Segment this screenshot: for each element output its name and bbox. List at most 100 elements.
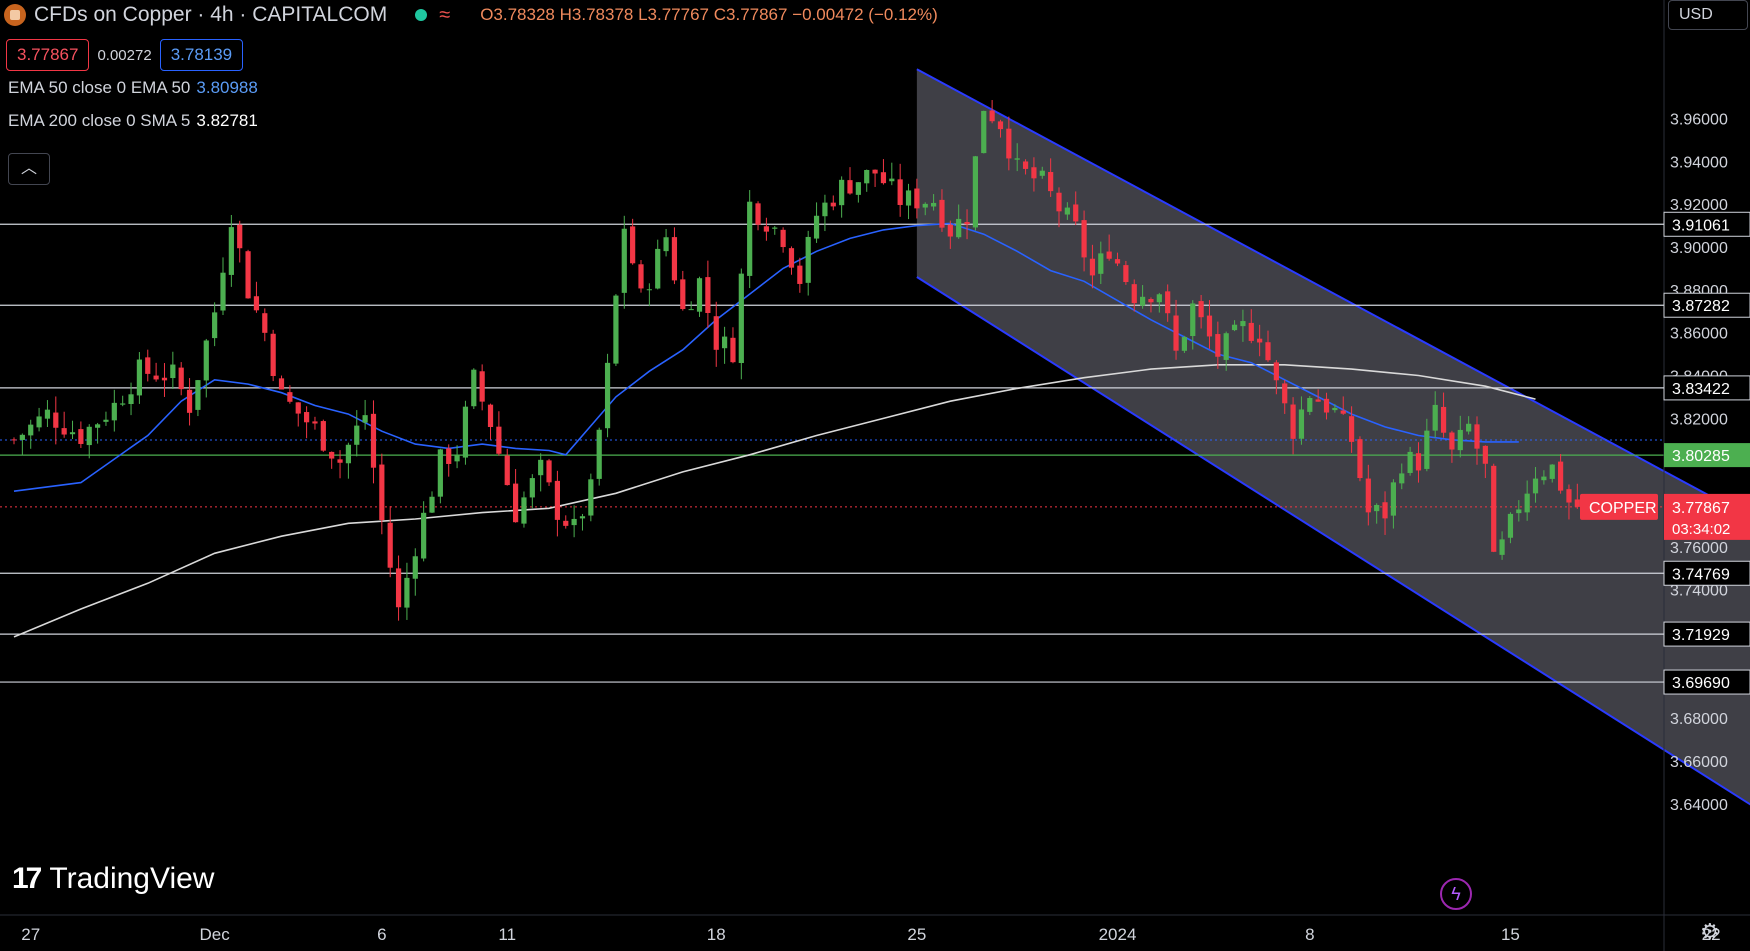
candle-body: [1566, 489, 1572, 503]
green-level-tag-box: [1664, 443, 1750, 468]
candle-body: [1541, 476, 1547, 481]
collapse-legend-button[interactable]: ︿: [8, 153, 50, 185]
candle-body: [855, 182, 861, 195]
candle-body: [554, 480, 560, 520]
candle-body: [755, 203, 761, 225]
candle-body: [1056, 192, 1062, 212]
candle-body: [479, 371, 485, 402]
candle-body: [1432, 404, 1438, 431]
candle-body: [421, 512, 427, 559]
channel-upper-line[interactable]: [916, 68, 1750, 519]
spread-value: 0.00272: [97, 46, 152, 64]
candle-body: [28, 424, 34, 436]
candle-body: [513, 483, 519, 523]
level-tag-label-4: 3.71929: [1672, 627, 1730, 644]
descending-channel[interactable]: [916, 68, 1750, 806]
candle-body: [1482, 445, 1488, 464]
time-axis[interactable]: 27 Dec 6 11 18 25 2024 8 15 22: [21, 925, 1720, 944]
indicator-ema200-label: EMA 200 close 0 SMA 5: [8, 111, 191, 130]
candle-body: [1190, 303, 1196, 337]
indicator-ema50-label: EMA 50 close 0 EMA 50: [8, 78, 191, 97]
x-tick-label-1: Dec: [200, 925, 231, 944]
channel-lower-line[interactable]: [916, 276, 1750, 806]
tradingview-logo: 17 TradingView: [12, 862, 214, 896]
candle-body: [454, 455, 460, 462]
candle-body: [1165, 291, 1171, 314]
candle-body: [1574, 499, 1580, 507]
candle-body: [1181, 337, 1187, 351]
candle-body: [688, 309, 694, 311]
candle-body: [872, 169, 878, 174]
horizontal-levels[interactable]: [0, 223, 1664, 683]
y-tick-label-1: 3.94000: [1670, 154, 1728, 171]
candle-body: [370, 413, 377, 468]
gear-icon[interactable]: ⚙: [1700, 919, 1720, 944]
candle-body: [53, 412, 59, 428]
candle-body: [1014, 158, 1020, 160]
candle-body: [563, 520, 569, 526]
price-axis[interactable]: 3.960003.940003.920003.900003.880003.860…: [1670, 111, 1728, 813]
candle-body: [278, 378, 285, 390]
candle-body: [262, 313, 268, 333]
candle-body: [161, 377, 168, 381]
close-value: C3.77867: [713, 5, 788, 24]
candle-body: [1307, 397, 1313, 412]
candle-body: [788, 248, 795, 268]
high-value: H3.78378: [559, 5, 634, 24]
candle-body: [1315, 399, 1321, 402]
candle-body: [571, 518, 577, 526]
x-tick-label-4: 18: [707, 925, 726, 944]
candle-body: [103, 419, 109, 422]
candle-body: [44, 409, 51, 419]
lightning-icon[interactable]: ϟ: [1440, 878, 1472, 910]
candle-body: [212, 312, 218, 339]
candle-body: [1332, 407, 1338, 411]
candle-body: [1474, 424, 1480, 449]
candle-body: [931, 202, 937, 207]
candle-body: [897, 179, 903, 205]
y-tick-label-2: 3.92000: [1670, 197, 1728, 214]
symbol-title[interactable]: CFDs on Copper · 4h · CAPITALCOM: [34, 3, 388, 26]
candles: [11, 100, 1580, 621]
moving-averages: [13, 222, 1536, 638]
candle-body: [1022, 161, 1029, 169]
level-tag-label-1: 3.87282: [1672, 298, 1730, 315]
candle-body: [1390, 482, 1396, 516]
candle-body: [972, 156, 978, 228]
copper-symbol-icon[interactable]: [4, 4, 26, 26]
candle-body: [1273, 362, 1279, 381]
candle-body: [362, 415, 368, 423]
candle-body: [914, 188, 920, 209]
candle-body: [1215, 334, 1221, 357]
candle-body: [1140, 296, 1146, 306]
candle-body: [1282, 383, 1288, 404]
candle-body: [1466, 423, 1472, 432]
candle-body: [345, 444, 351, 464]
candle-body: [1399, 473, 1405, 484]
last-price-tag-label: 3.77867: [1672, 500, 1730, 517]
candle-body: [905, 190, 912, 206]
candle-body: [128, 394, 134, 405]
buy-price-button[interactable]: 3.78139: [159, 39, 244, 71]
indicator-ema200-value: 3.82781: [196, 111, 258, 130]
candle-body: [387, 522, 393, 568]
currency-selector[interactable]: USD: [1668, 0, 1748, 30]
candle-body: [61, 428, 67, 435]
sell-price-button[interactable]: 3.77867: [6, 39, 90, 71]
candle-body: [763, 226, 769, 232]
logo-mark: 17: [12, 862, 42, 895]
indicator-ema50-legend[interactable]: EMA 50 close 0 EMA 50 3.80988: [8, 78, 258, 98]
candle-body: [1240, 321, 1246, 327]
candle-body: [713, 316, 719, 350]
level-tag-label-0: 3.91061: [1672, 217, 1730, 234]
candle-body: [1248, 322, 1254, 341]
indicator-ema200-legend[interactable]: EMA 200 close 0 SMA 5 3.82781: [8, 111, 258, 131]
countdown-label: 03:34:02: [1672, 521, 1730, 538]
candle-body: [588, 479, 594, 516]
candle-body: [738, 273, 744, 364]
candle-body: [120, 403, 126, 405]
y-tick-label-8: 3.76000: [1670, 540, 1728, 557]
change-value: −0.00472 (−0.12%): [792, 5, 938, 24]
candle-body: [69, 432, 76, 435]
